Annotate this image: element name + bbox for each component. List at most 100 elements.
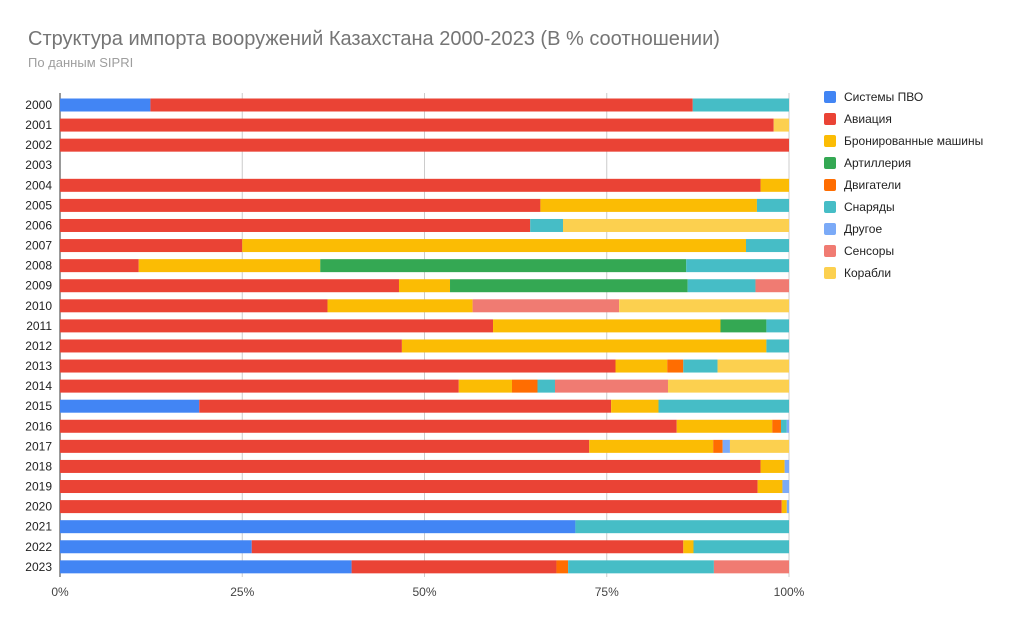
bar-segment	[60, 178, 761, 192]
bar-segment	[683, 359, 718, 373]
bar-segment	[772, 419, 781, 433]
bar-segment	[138, 259, 321, 273]
bar-segment	[615, 359, 668, 373]
legend-swatch	[824, 201, 836, 213]
legend-label: Корабли	[844, 266, 891, 280]
bar-segment	[60, 259, 139, 273]
bar-segment	[784, 459, 789, 473]
bar-segment	[766, 339, 789, 353]
bar-segment	[60, 279, 399, 293]
y-tick-label: 2019	[25, 480, 52, 494]
bar-segment	[760, 459, 785, 473]
bar-segment	[60, 560, 352, 574]
bar-segment	[683, 540, 694, 554]
y-tick-label: 2009	[25, 279, 52, 293]
bar-segment	[782, 480, 789, 494]
bar-segment	[493, 319, 721, 333]
bar-segment	[60, 319, 494, 333]
y-tick-label: 2000	[25, 98, 52, 112]
bar-segment	[713, 560, 789, 574]
bar-segment	[676, 419, 773, 433]
legend-swatch	[824, 267, 836, 279]
y-tick-label: 2011	[26, 319, 52, 333]
y-tick-label: 2022	[25, 540, 52, 554]
y-tick-label: 2021	[25, 520, 52, 534]
bar-segment	[619, 299, 789, 313]
bar-segment	[717, 359, 789, 373]
bar-segment	[611, 399, 659, 413]
legend-swatch	[824, 113, 836, 125]
y-tick-label: 2003	[25, 158, 52, 172]
y-tick-label: 2017	[25, 439, 52, 453]
bar-segment	[722, 439, 730, 453]
legend-label: Артиллерия	[844, 156, 911, 170]
bar-segment	[251, 540, 684, 554]
bar-segment	[563, 218, 789, 232]
bar-segment	[692, 98, 789, 112]
bar-segment	[60, 359, 616, 373]
bar-segment	[786, 500, 789, 514]
y-tick-label: 2018	[25, 459, 52, 473]
x-tick-label: 100%	[774, 585, 805, 599]
bar-segment	[554, 379, 668, 393]
legend-swatch	[824, 135, 836, 147]
bar-segment	[766, 319, 789, 333]
y-tick-label: 2004	[25, 178, 52, 192]
bar-segment	[667, 379, 789, 393]
legend-label: Системы ПВО	[844, 90, 923, 104]
bar-segment	[755, 279, 789, 293]
x-tick-label: 75%	[595, 585, 619, 599]
bar-segment	[60, 500, 782, 514]
bar-segment	[575, 520, 789, 534]
bar-segment	[60, 299, 328, 313]
bar-segment	[780, 419, 787, 433]
legend-label: Бронированные машины	[844, 134, 983, 148]
bar-segment	[60, 419, 677, 433]
bar-segment	[589, 439, 714, 453]
y-tick-label: 2015	[25, 399, 52, 413]
legend-swatch	[824, 91, 836, 103]
bar-segment	[760, 178, 789, 192]
bar-segment	[745, 239, 789, 253]
bar-segment	[756, 198, 789, 212]
y-tick-label: 2023	[25, 560, 52, 574]
y-tick-label: 2005	[25, 198, 52, 212]
bar-segment	[458, 379, 512, 393]
bar-segment	[60, 540, 252, 554]
bar-segment	[713, 439, 723, 453]
legend-label: Снаряды	[844, 200, 895, 214]
bar-segment	[60, 399, 200, 413]
bar-segment	[327, 299, 473, 313]
bar-segment	[398, 279, 451, 293]
bar-segment	[60, 520, 576, 534]
bar-segment	[60, 339, 402, 353]
y-tick-label: 2020	[25, 500, 52, 514]
bar-segment	[781, 500, 787, 514]
y-tick-label: 2006	[25, 218, 52, 232]
y-tick-label: 2001	[25, 118, 52, 132]
bar-segment	[687, 279, 756, 293]
legend-label: Другое	[844, 222, 882, 236]
bar-segment	[693, 540, 789, 554]
y-tick-label: 2013	[25, 359, 52, 373]
legend-label: Авиация	[844, 112, 892, 126]
bar-segment	[568, 560, 714, 574]
bar-segment	[530, 218, 564, 232]
legend-swatch	[824, 157, 836, 169]
y-tick-label: 2010	[25, 299, 52, 313]
bar-segment	[351, 560, 557, 574]
legend-swatch	[824, 245, 836, 257]
bar-segment	[686, 259, 789, 273]
x-tick-label: 0%	[51, 585, 69, 599]
bar-segment	[540, 198, 757, 212]
bar-segment	[658, 399, 789, 413]
bar-segment	[60, 379, 459, 393]
y-tick-label: 2008	[25, 259, 52, 273]
y-tick-label: 2007	[25, 239, 52, 253]
bar-segment	[773, 118, 789, 132]
legend-swatch	[824, 223, 836, 235]
bar-segment	[60, 239, 243, 253]
legend-label: Сенсоры	[844, 244, 894, 258]
